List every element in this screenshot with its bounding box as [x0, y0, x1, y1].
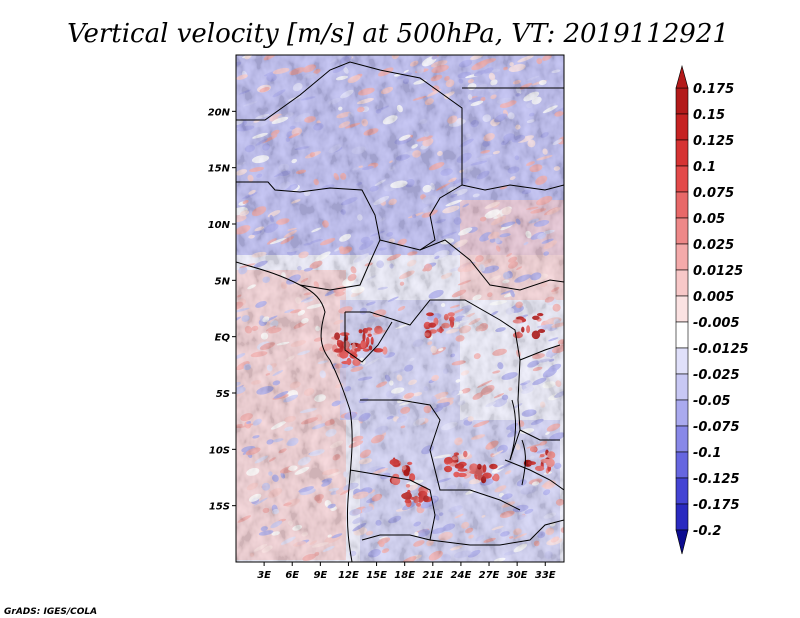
colorbar-label: 0.025: [693, 238, 734, 253]
y-tick-label: 15S: [209, 502, 230, 513]
colorbar-extend-max: [675, 64, 689, 89]
border-segment: [344, 312, 393, 363]
border-segment: [504, 344, 564, 491]
colorbar-label: -0.05: [693, 394, 730, 409]
coastline: [236, 261, 353, 562]
country-borders: [236, 61, 564, 562]
colorbar-label: 0.05: [693, 212, 725, 227]
colorbar-label: -0.0125: [693, 342, 749, 357]
y-tick-label: 10S: [209, 445, 230, 456]
border-segment: [360, 399, 521, 511]
x-tick-label: 9E: [313, 570, 327, 581]
colorbar-label: 0.005: [693, 290, 734, 305]
colorbar-bin: [675, 347, 689, 375]
y-tick-label: 15N: [208, 164, 231, 175]
colorbar-label: -0.075: [693, 420, 740, 435]
colorbar-label: -0.2: [693, 524, 721, 539]
lake-shore: [509, 399, 526, 486]
colorbar-bin: [675, 269, 689, 297]
x-tick-label: 27E: [479, 570, 500, 581]
colorbar-bin: [675, 373, 689, 401]
colorbar-bin: [675, 477, 689, 505]
y-tick-label: EQ: [215, 333, 231, 344]
colorbar-label: -0.1: [693, 446, 721, 461]
x-tick-label: 24E: [451, 570, 472, 581]
colorbar-bin: [675, 295, 689, 323]
plot-frame: [235, 54, 565, 563]
x-tick-label: 12E: [338, 570, 359, 581]
colorbar-bin: [675, 321, 689, 349]
x-tick-label: 33E: [535, 570, 556, 581]
colorbar-bin: [675, 139, 689, 167]
border-segment: [429, 519, 564, 546]
colorbar-bin: [675, 165, 689, 193]
x-tick-label: 18E: [394, 570, 415, 581]
chart-title: Vertical velocity [m/s] at 500hPa, VT: 2…: [67, 19, 729, 49]
border-segment: [349, 469, 436, 541]
colorbar-bin: [675, 87, 689, 115]
colorbar-bin: [675, 503, 689, 531]
colorbar-label: 0.125: [693, 134, 734, 149]
y-tick-label: 20N: [208, 107, 231, 118]
credit-text: GrADS: IGES/COLA: [4, 607, 97, 617]
y-tick-label: 5N: [215, 276, 231, 287]
y-tick-label: 5S: [216, 389, 230, 400]
colorbar: 0.175 0.15 0.125 0.1 0.075 0.05 0.025 0.0125 0.0…: [675, 64, 749, 555]
x-axis: 3E 6E 9E 12E 15E 18E 21E 24E 27E 30E 33E: [257, 562, 556, 581]
colorbar-bin: [675, 425, 689, 453]
x-tick-label: 30E: [507, 570, 528, 581]
colorbar-bin: [675, 191, 689, 219]
x-tick-label: 15E: [366, 570, 387, 581]
colorbar-label: 0.175: [693, 82, 734, 97]
colorbar-bin: [675, 243, 689, 271]
border-segment: [236, 61, 463, 251]
colorbar-bin: [675, 217, 689, 245]
colorbar-bin: [675, 399, 689, 427]
colorbar-label: 0.0125: [693, 264, 743, 279]
colorbar-label: 0.075: [693, 186, 734, 201]
x-tick-label: 6E: [285, 570, 299, 581]
y-tick-label: 10N: [208, 220, 231, 231]
border-segment: [461, 184, 564, 191]
colorbar-bin: [675, 113, 689, 141]
colorbar-label: -0.005: [693, 316, 740, 331]
x-tick-label: 21E: [422, 570, 443, 581]
colorbar-label: 0.15: [693, 108, 725, 123]
plot-area: [235, 54, 565, 563]
colorbar-label: 0.1: [693, 160, 716, 175]
colorbar-extend-min: [675, 529, 689, 555]
colorbar-label: -0.125: [693, 472, 740, 487]
colorbar-label: -0.175: [693, 498, 740, 513]
y-axis: 20N 15N 10N 5N EQ 5S 10S 15S: [208, 107, 236, 513]
field-texture: [236, 55, 564, 562]
border-segment: [345, 299, 521, 461]
border-segment: [379, 239, 564, 291]
colorbar-label: -0.025: [693, 368, 740, 383]
colorbar-bin: [675, 451, 689, 479]
x-tick-label: 3E: [257, 570, 271, 581]
border-segment: [236, 181, 381, 291]
